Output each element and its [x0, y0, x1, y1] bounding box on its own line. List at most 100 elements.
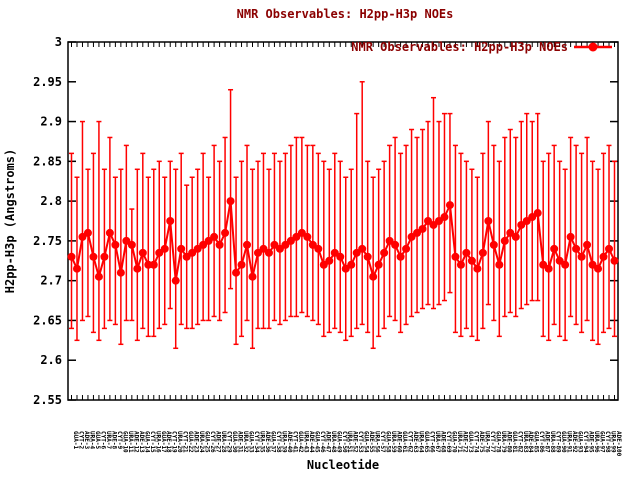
x-tick-label: CYT-86	[538, 431, 545, 453]
x-tick-label: URA-11	[127, 431, 134, 453]
data-point	[484, 217, 493, 225]
data-point	[583, 240, 592, 249]
x-tick-label: CYT-34	[253, 431, 260, 453]
data-point	[539, 260, 548, 269]
x-tick-label: ADE-80	[505, 431, 512, 453]
x-tick-label: ADE-36	[264, 431, 271, 453]
data-point	[166, 217, 175, 225]
data-point	[402, 244, 411, 253]
data-point	[270, 240, 279, 249]
x-tick-label: URA-39	[280, 431, 287, 453]
data-point	[462, 248, 471, 257]
data-point	[319, 260, 328, 269]
x-tick-label: ADE-44	[308, 431, 315, 453]
x-tick-label: GUA-5	[94, 431, 101, 449]
data-point	[325, 256, 334, 265]
data-point	[473, 264, 482, 273]
x-tick-label: CYT-77	[489, 431, 496, 453]
data-point	[517, 220, 526, 229]
data-point	[599, 252, 608, 261]
x-tick-label: GUA-61	[401, 431, 408, 453]
data-point	[369, 272, 378, 281]
data-point	[429, 220, 438, 229]
data-point	[500, 236, 509, 245]
data-point	[418, 224, 427, 233]
x-tick-label: CYT-38	[275, 431, 282, 453]
data-point	[522, 217, 531, 225]
x-tick-label: GUA-97	[599, 431, 606, 453]
data-point	[572, 244, 581, 253]
x-tick-label: ADE-47	[324, 431, 331, 453]
x-tick-label: CYT-6	[99, 431, 106, 449]
data-point	[588, 260, 597, 269]
data-point	[352, 248, 361, 257]
data-point	[506, 228, 515, 237]
data-point	[424, 217, 433, 225]
x-tick-label: URA-4	[89, 431, 96, 449]
x-tick-label: GUA-65	[423, 431, 430, 453]
x-tick-label: GUA-45	[313, 431, 320, 453]
data-point	[171, 276, 180, 285]
x-tick-label: ADE-52	[352, 431, 359, 453]
data-point	[83, 228, 92, 237]
data-point	[221, 228, 230, 237]
data-point	[204, 236, 213, 245]
data-point	[396, 252, 405, 261]
x-tick-label: ADE-84	[527, 431, 534, 453]
x-tick-label: ADE-87	[544, 431, 551, 453]
y-tick-label: 2.9	[40, 115, 62, 129]
data-point	[248, 272, 257, 281]
x-tick-label: URA-99	[610, 431, 617, 453]
x-tick-label: CYT-57	[379, 431, 386, 453]
data-point	[445, 201, 454, 210]
x-tick-label: ADE-63	[412, 431, 419, 453]
y-tick-label: 2.85	[33, 154, 62, 168]
data-point	[138, 248, 147, 257]
x-tick-label: URA-7	[105, 431, 112, 449]
x-tick-label: GUA-42	[297, 431, 304, 453]
x-tick-label: ADE-60	[396, 431, 403, 453]
data-point	[544, 264, 553, 273]
x-tick-label: GUA-85	[533, 431, 540, 453]
x-tick-label: ADE-18	[165, 431, 172, 453]
legend-marker-icon	[588, 42, 598, 52]
x-tick-label: CYT-2	[78, 431, 85, 449]
x-tick-label: CYT-41	[291, 431, 298, 453]
data-point	[330, 248, 339, 257]
plot-border	[67, 41, 619, 401]
data-point	[243, 240, 252, 249]
x-tick-label: ADE-72	[461, 431, 468, 453]
x-tick-label: ADE-75	[478, 431, 485, 453]
data-point	[456, 260, 465, 269]
x-tick-label: GUA-54	[363, 431, 370, 453]
data-point	[226, 197, 235, 206]
x-tick-label: ADE-13	[138, 431, 145, 453]
x-tick-label: ADE-68	[440, 431, 447, 453]
y-tick-label: 2.8	[40, 194, 62, 208]
x-axis-ticks	[71, 42, 615, 400]
x-tick-label: ADE-23	[193, 431, 200, 453]
data-point	[105, 228, 114, 237]
x-tick-label: CYT-62	[407, 431, 414, 453]
data-point	[193, 244, 202, 253]
data-point	[155, 248, 164, 257]
data-point	[467, 256, 476, 265]
data-point	[385, 236, 394, 245]
data-points-layer	[67, 197, 619, 285]
x-tick-label: URA-96	[593, 431, 600, 453]
x-tick-label: GUA-73	[467, 431, 474, 453]
x-tick-label: ADE-27	[215, 431, 222, 453]
x-tick-label: GUA-78	[494, 431, 501, 453]
x-tick-label: CYT-46	[319, 431, 326, 453]
legend: NMR Observables: H2pp-H3p NOEs	[351, 40, 612, 54]
x-tick-label: ADE-95	[588, 431, 595, 453]
x-tick-label: GUA-33	[248, 431, 255, 453]
x-tick-label: GUA-30	[231, 431, 238, 453]
data-point	[275, 244, 284, 253]
x-tick-label: GUA-93	[577, 431, 584, 453]
x-tick-label: URA-71	[456, 431, 463, 453]
x-tick-label: URA-43	[302, 431, 309, 453]
data-point	[341, 264, 350, 273]
x-tick-label: GUA-49	[335, 431, 342, 453]
